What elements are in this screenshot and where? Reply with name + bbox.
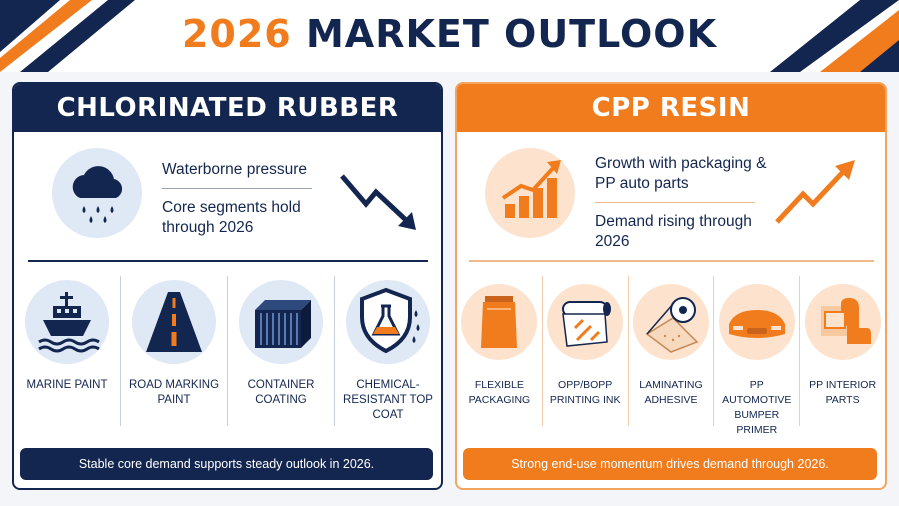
- title-text: MARKET OUTLOOK: [291, 12, 718, 56]
- list-item: LAMINATING ADHESIVE: [627, 276, 714, 426]
- list-item: OPP/BOPP PRINTING INK: [541, 276, 628, 426]
- list-item: MARINE PAINT: [14, 276, 120, 426]
- summary-section: Growth with packaging & PP auto parts De…: [457, 144, 885, 254]
- pouch-icon: [461, 284, 538, 360]
- summary-section: Waterborne pressure Core segments hold t…: [14, 144, 441, 254]
- ship-icon: [25, 280, 109, 364]
- item-label: PP INTERIOR PARTS: [809, 379, 877, 406]
- item-label: MARINE PAINT: [26, 379, 108, 391]
- item-label: CHEMICAL-RESISTANT TOP COAT: [343, 379, 433, 421]
- list-item: CONTAINER COATING: [227, 276, 334, 426]
- laminate-roll-icon: [632, 284, 709, 360]
- road-icon: [132, 280, 216, 364]
- car-seat-icon: [804, 284, 881, 360]
- item-label: LAMINATING ADHESIVE: [639, 379, 703, 406]
- section-divider: [469, 260, 874, 262]
- summary-line-2: Demand rising through 2026: [595, 213, 752, 250]
- footer-banner: Stable core demand supports steady outlo…: [20, 448, 433, 480]
- summary-line-1: Waterborne pressure: [162, 161, 308, 178]
- list-item: CHEMICAL-RESISTANT TOP COAT: [334, 276, 441, 426]
- title-year: 2026: [181, 12, 292, 56]
- item-label: PP AUTOMOTIVE BUMPER PRIMER: [722, 379, 792, 436]
- header-stripes-decoration: [0, 0, 899, 72]
- list-item: PP INTERIOR PARTS: [799, 276, 885, 426]
- list-item: PP AUTOMOTIVE BUMPER PRIMER: [713, 276, 799, 436]
- shield-flask-icon: [346, 280, 430, 364]
- list-item: ROAD MARKING PAINT: [120, 276, 227, 426]
- item-label: CONTAINER COATING: [247, 379, 315, 406]
- item-label: FLEXIBLE PACKAGING: [468, 379, 531, 406]
- chlorinated-rubber-panel: CHLORINATED RUBBER Waterborne pressure C…: [12, 82, 443, 490]
- summary-divider: [595, 202, 755, 203]
- application-list: MARINE PAINT ROAD MARKING PAINT: [14, 276, 441, 436]
- film-roll-icon: [547, 284, 624, 360]
- summary-line-1: Growth with packaging & PP auto parts: [595, 155, 767, 192]
- down-trend-arrow-icon: [340, 174, 416, 230]
- cpp-resin-panel: CPP RESIN Growth with packaging & PP aut…: [455, 82, 887, 490]
- rising-bar-chart-icon: [485, 148, 575, 238]
- header-banner: 2026 MARKET OUTLOOK: [0, 0, 899, 72]
- panel-title: CHLORINATED RUBBER: [14, 84, 441, 132]
- panel-title: CPP RESIN: [457, 84, 885, 132]
- item-label: OPP/BOPP PRINTING INK: [549, 379, 621, 406]
- car-bumper-icon: [718, 284, 795, 360]
- up-trend-arrow-icon: [775, 160, 855, 224]
- section-divider: [28, 260, 428, 262]
- list-item: FLEXIBLE PACKAGING: [457, 276, 542, 426]
- application-list: FLEXIBLE PACKAGING OPP/BOPP PRINTING INK: [457, 276, 885, 436]
- container-icon: [239, 280, 323, 364]
- summary-divider: [162, 188, 312, 189]
- rain-cloud-icon: [52, 148, 142, 238]
- item-label: ROAD MARKING PAINT: [128, 379, 220, 406]
- footer-banner: Strong end-use momentum drives demand th…: [463, 448, 877, 480]
- summary-line-2: Core segments hold through 2026: [162, 199, 301, 236]
- page-title: 2026 MARKET OUTLOOK: [0, 12, 899, 56]
